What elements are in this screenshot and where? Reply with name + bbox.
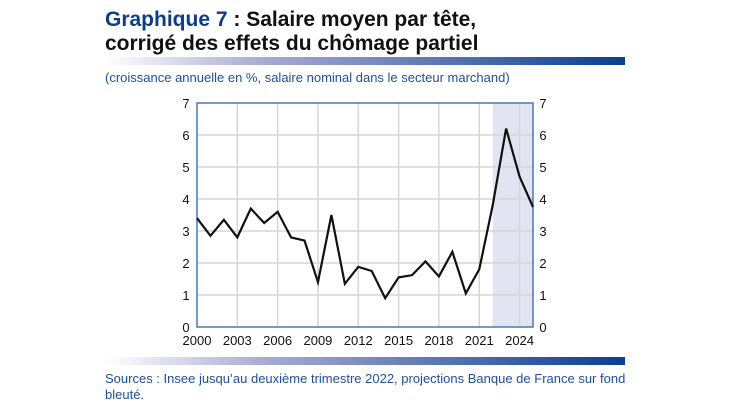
x-tick-label: 2000: [183, 333, 212, 348]
y-tick-label-right: 6: [539, 128, 546, 143]
x-tick-label: 2006: [263, 333, 292, 348]
x-tick-label: 2009: [303, 333, 332, 348]
y-tick-label-right: 5: [539, 160, 546, 175]
top-divider: [105, 57, 625, 65]
title-line2: corrigé des effets du chômage partiel: [105, 32, 479, 55]
y-tick-label-right: 2: [539, 256, 546, 271]
y-tick-label-left: 3: [182, 224, 189, 239]
y-tick-label-left: 0: [182, 320, 189, 335]
title-rest: : Salaire moyen par tête,: [227, 8, 477, 31]
y-tick-label-left: 7: [182, 96, 189, 111]
y-tick-label-left: 4: [182, 192, 189, 207]
x-tick-label: 2021: [465, 333, 494, 348]
x-tick-label: 2018: [424, 333, 453, 348]
bottom-divider: [105, 357, 625, 365]
y-tick-label-left: 6: [182, 128, 189, 143]
y-tick-label-right: 4: [539, 192, 546, 207]
y-tick-label-left: 2: [182, 256, 189, 271]
y-tick-label-right: 3: [539, 224, 546, 239]
series-line: [196, 128, 535, 301]
x-tick-label: 2024: [505, 333, 534, 348]
chart-title: Graphique 7 : Salaire moyen par tête, cor…: [105, 8, 478, 56]
x-tick-label: 2015: [384, 333, 413, 348]
y-tick-label-right: 1: [539, 288, 546, 303]
sources-note: Sources : Insee jusqu’au deuxième trimes…: [105, 371, 626, 402]
x-tick-label: 2003: [223, 333, 252, 348]
projection-shading: [492, 103, 533, 327]
plot-frame: [196, 102, 534, 328]
title-number: Graphique 7: [105, 8, 228, 31]
x-tick-label: 2012: [344, 333, 373, 348]
y-tick-label-right: 7: [539, 96, 546, 111]
y-tick-label-left: 1: [182, 288, 189, 303]
y-tick-label-left: 5: [182, 160, 189, 175]
y-tick-label-right: 0: [539, 320, 546, 335]
chart-subtitle: (croissance annuelle en %, salaire nomin…: [105, 70, 510, 85]
